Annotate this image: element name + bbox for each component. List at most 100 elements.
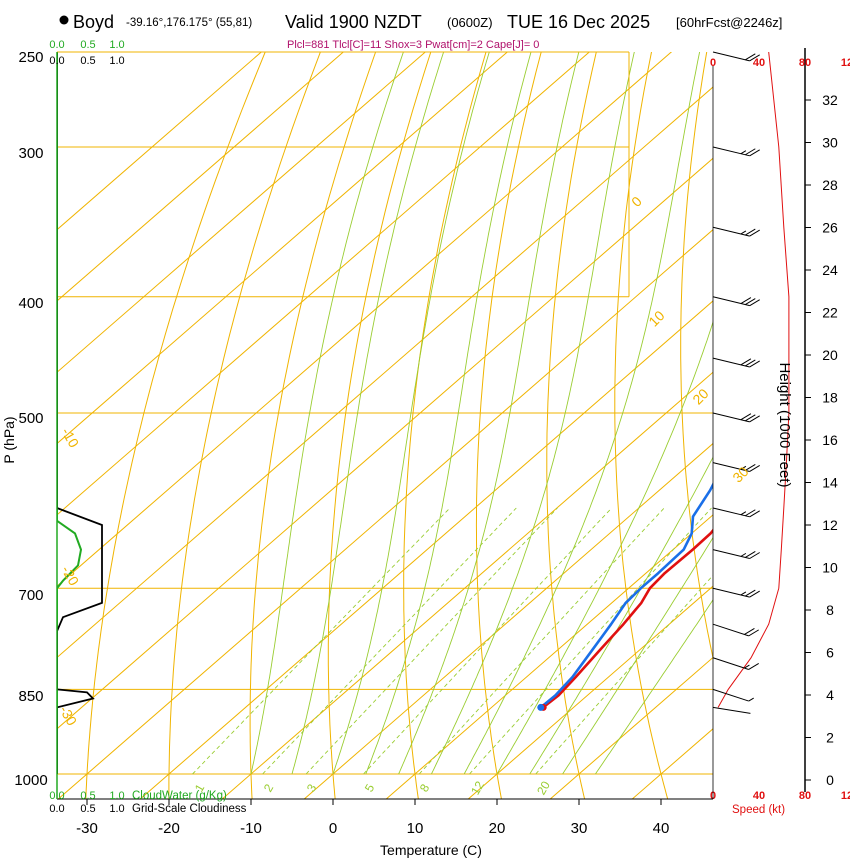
isotherm-line xyxy=(631,728,713,799)
wind-barb-flag xyxy=(740,552,747,557)
moist-adiabat-line xyxy=(430,52,635,775)
valid-zulu: (0600Z) xyxy=(447,15,493,30)
isotherm-line xyxy=(57,52,263,231)
wind-barb-flag xyxy=(748,629,759,637)
guide-lines xyxy=(57,52,713,799)
cloud-water-tick-top: 0.0 xyxy=(49,39,64,51)
profiles xyxy=(57,52,713,774)
wind-barb-staff xyxy=(712,357,750,368)
wind-barb-flag xyxy=(740,230,747,235)
x-tick-label: -20 xyxy=(158,820,180,837)
speed-tick-bottom: 12 xyxy=(841,790,850,802)
dewpoint-surface-point xyxy=(537,703,545,711)
height-tick-label: 6 xyxy=(826,645,834,661)
wind-panel: 0246810121416182022242628303200404080801… xyxy=(710,48,850,802)
cloudiness-tick-top: 0.5 xyxy=(80,55,95,67)
mixing-ratio-line xyxy=(535,574,713,775)
wind-barb-flag xyxy=(740,591,747,596)
cloudiness-tick-bottom: 0.0 xyxy=(49,803,64,815)
wind-barb-staff xyxy=(712,706,751,714)
wind-barb-flag xyxy=(744,664,750,669)
moist-adiabat-line xyxy=(250,52,404,775)
station-name: Boyd xyxy=(73,12,114,32)
dry-adiabat-line xyxy=(403,52,487,799)
height-tick-label: 20 xyxy=(822,347,838,363)
x-tick-label: 10 xyxy=(407,820,424,837)
wind-barb-flag xyxy=(740,511,747,516)
isotherm-line xyxy=(385,514,713,799)
speed-tick-top: 0 xyxy=(710,57,716,69)
wind-barb-staff xyxy=(712,412,750,423)
cloud-water-tick-top: 0.5 xyxy=(80,39,95,51)
isotherm-line xyxy=(57,157,713,730)
wind-barb-flag xyxy=(740,150,747,155)
height-tick-label: 28 xyxy=(822,177,838,193)
cloudiness-line xyxy=(57,52,103,774)
wind-barb-staff xyxy=(712,462,750,472)
isotherm-line xyxy=(139,300,713,799)
mixing-ratio-label: 20 xyxy=(534,778,553,797)
wind-barb-staff xyxy=(712,51,750,62)
mixing-ratio-line xyxy=(363,507,613,775)
x-tick-label: 0 xyxy=(329,820,337,837)
dry-adiabat-line xyxy=(475,52,542,799)
wind-barb-flag xyxy=(749,360,760,368)
dry-adiabat-line xyxy=(680,52,713,661)
height-tick-label: 8 xyxy=(826,602,834,618)
wind-barb-flag xyxy=(745,148,756,156)
wind-barb-flag xyxy=(749,510,760,518)
cloud-water-tick-bottom: 0.5 xyxy=(80,790,95,802)
mixing-ratio-label: 5 xyxy=(362,781,378,794)
height-tick-label: 22 xyxy=(822,305,838,321)
mixing-ratio-line xyxy=(192,507,451,775)
mixing-ratio-line xyxy=(418,507,665,775)
wind-barb-staff xyxy=(712,657,749,670)
cloud-water-label: CloudWater (g/Kg) xyxy=(132,790,227,802)
pressure-label: 300 xyxy=(18,145,43,162)
cloud-water-tick-bottom: 1.0 xyxy=(109,790,124,802)
mixing-ratio-line xyxy=(305,507,558,775)
wind-barb-flag xyxy=(749,415,760,423)
wind-barb-staff xyxy=(712,688,749,702)
isotherm-line xyxy=(57,228,713,799)
mixing-ratio-line xyxy=(469,507,712,775)
wind-barb-flag xyxy=(749,465,760,472)
pressure-label: 250 xyxy=(18,49,43,66)
pressure-label: 1000 xyxy=(14,772,47,789)
wind-barb-staff xyxy=(712,226,750,237)
mixing-ratio-label: 12 xyxy=(468,778,487,797)
valid-time: Valid 1900 NZDT xyxy=(285,12,422,32)
wind-barb-flag xyxy=(749,229,760,237)
temperature-profile-line xyxy=(542,528,713,709)
x-tick-label: -30 xyxy=(76,820,98,837)
wind-barb-staff xyxy=(712,587,750,598)
speed-axis-label: Speed (kt) xyxy=(732,804,785,816)
wind-barb-flag xyxy=(745,228,756,236)
height-tick-label: 12 xyxy=(822,517,838,533)
wind-barb-staff xyxy=(712,507,750,518)
moist-adiabat-line xyxy=(562,536,713,775)
mixing-ratio-line xyxy=(262,507,517,775)
speed-tick-top: 12 xyxy=(841,57,850,69)
wind-barb-flag xyxy=(749,590,760,598)
wind-barb-flag xyxy=(749,552,760,559)
isotherm-line xyxy=(57,52,427,373)
moist-adiabat-line xyxy=(365,52,532,775)
isotherm-label: 10 xyxy=(645,307,667,329)
wind-barb-staff xyxy=(712,296,750,307)
speed-tick-top: 40 xyxy=(753,57,765,69)
isotherm-line xyxy=(303,442,713,799)
dry-adiabat-line xyxy=(327,52,432,799)
moist-adiabat-line xyxy=(291,52,445,775)
parameter-line: Plcl=881 Tlcl[C]=11 Shox=3 Pwat[cm]=2 Ca… xyxy=(287,39,539,51)
wind-barb-flag xyxy=(745,53,756,61)
wind-barb-flag xyxy=(745,298,756,306)
wind-barb-staff xyxy=(712,549,750,559)
wind-barb-flag xyxy=(745,589,756,597)
height-tick-label: 14 xyxy=(822,475,838,491)
moist-adiabat-line xyxy=(398,52,580,775)
x-tick-label: 40 xyxy=(653,820,670,837)
pressure-label: 700 xyxy=(18,587,43,604)
x-tick-label: -10 xyxy=(240,820,262,837)
